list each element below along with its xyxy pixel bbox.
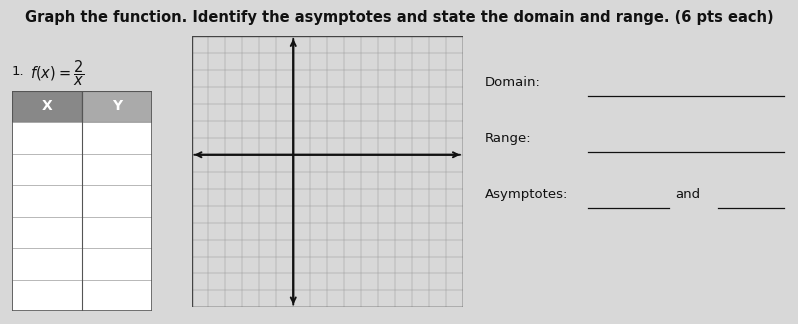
Text: Range:: Range: [485, 132, 531, 145]
Bar [12, 91, 81, 122]
Text: and: and [675, 188, 700, 201]
Text: Graph the function. Identify the asymptotes and state the domain and range. (6 p: Graph the function. Identify the asympto… [25, 10, 773, 25]
Text: Asymptotes:: Asymptotes: [485, 188, 568, 201]
Bar [81, 280, 152, 311]
Bar [12, 280, 81, 311]
Bar [81, 248, 152, 280]
Bar [81, 185, 152, 217]
Bar [81, 122, 152, 154]
Bar [81, 91, 152, 122]
Bar [12, 217, 81, 248]
Text: Y: Y [112, 99, 122, 113]
Bar [12, 122, 81, 154]
Bar [81, 217, 152, 248]
Bar [12, 248, 81, 280]
Bar [12, 185, 81, 217]
Text: $f(x) = \dfrac{2}{x}$: $f(x) = \dfrac{2}{x}$ [30, 58, 85, 88]
Text: Domain:: Domain: [485, 76, 541, 89]
Bar [81, 154, 152, 185]
Text: X: X [41, 99, 52, 113]
Bar [12, 154, 81, 185]
Text: 1.: 1. [12, 65, 25, 78]
